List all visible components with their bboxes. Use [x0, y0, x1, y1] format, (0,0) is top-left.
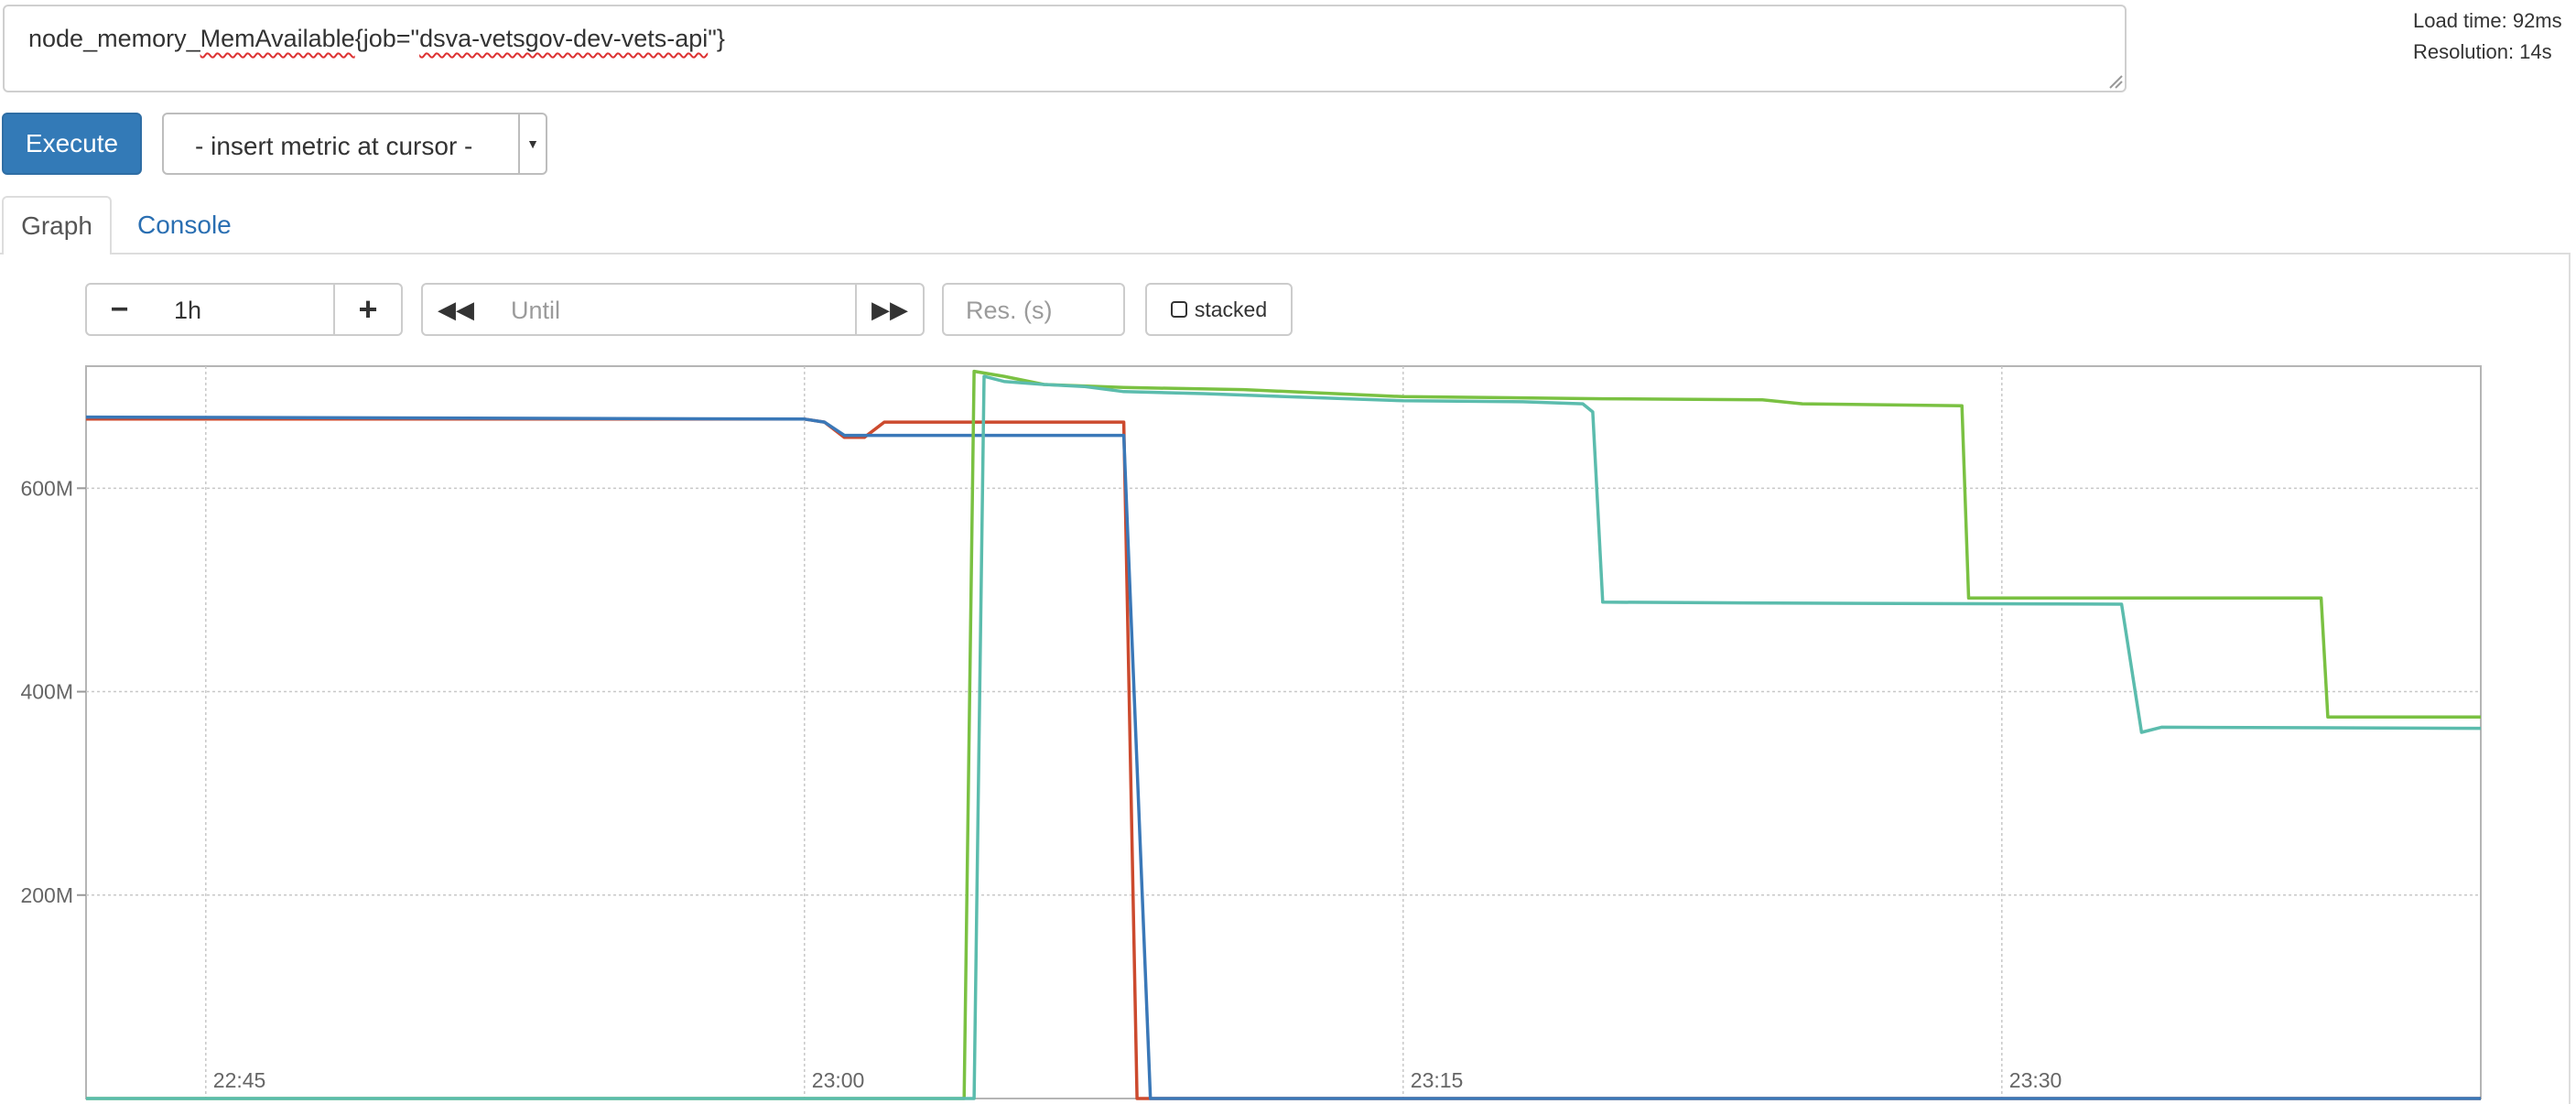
query-meta: Load time: 92ms Resolution: 14s	[2413, 5, 2562, 68]
range-value: 1h	[174, 297, 202, 324]
series-line-3	[86, 369, 2481, 1100]
resolution-info: Resolution: 14s	[2413, 40, 2552, 63]
back-button[interactable]: ◀◀	[421, 283, 491, 336]
rewind-icon: ◀◀	[438, 295, 474, 323]
checkbox-icon	[1170, 301, 1187, 318]
load-time: Load time: 92ms	[2413, 9, 2562, 32]
x-tick-label: 23:30	[2009, 1068, 2062, 1092]
stacked-label: stacked	[1194, 297, 1268, 321]
fast-forward-icon: ▶▶	[871, 295, 908, 323]
panel-border	[2569, 253, 2571, 1104]
tab-console[interactable]: Console	[137, 211, 232, 239]
forward-button[interactable]: ▶▶	[855, 283, 925, 336]
insert-metric-label: - insert metric at cursor -	[195, 132, 473, 160]
increase-range-button[interactable]: +	[333, 283, 403, 336]
range-input[interactable]: 1h	[152, 283, 335, 336]
insert-metric-select[interactable]: - insert metric at cursor - ▼	[162, 113, 547, 175]
resolution-input[interactable]: Res. (s)	[942, 283, 1125, 336]
stacked-toggle[interactable]: stacked	[1145, 283, 1293, 336]
x-tick-label: 23:00	[812, 1068, 865, 1092]
resolution-placeholder: Res. (s)	[966, 297, 1053, 324]
series-line-4	[86, 374, 2482, 1100]
series-line-1	[86, 417, 2481, 1100]
query-text: node_memory_MemAvailable{job="dsva-vetsg…	[28, 25, 725, 52]
resize-grip-icon[interactable]	[2106, 72, 2123, 89]
series-line-2	[85, 415, 2481, 1100]
y-tick-label: 400M	[20, 680, 73, 704]
execute-button[interactable]: Execute	[2, 113, 142, 175]
tab-graph[interactable]: Graph	[2, 196, 112, 254]
query-input[interactable]: node_memory_MemAvailable{job="dsva-vetsg…	[3, 5, 2127, 92]
until-input[interactable]: Until	[489, 283, 857, 336]
plot-area	[85, 365, 2482, 1099]
until-placeholder: Until	[511, 297, 561, 324]
y-tick-label: 200M	[20, 883, 73, 907]
tab-divider	[0, 253, 2571, 254]
x-tick-label: 22:45	[213, 1068, 266, 1092]
caret-down-icon[interactable]: ▼	[518, 114, 546, 173]
decrease-range-button[interactable]: −	[85, 283, 154, 336]
y-tick-label: 600M	[20, 476, 73, 500]
x-tick-label: 23:15	[1411, 1068, 1464, 1092]
